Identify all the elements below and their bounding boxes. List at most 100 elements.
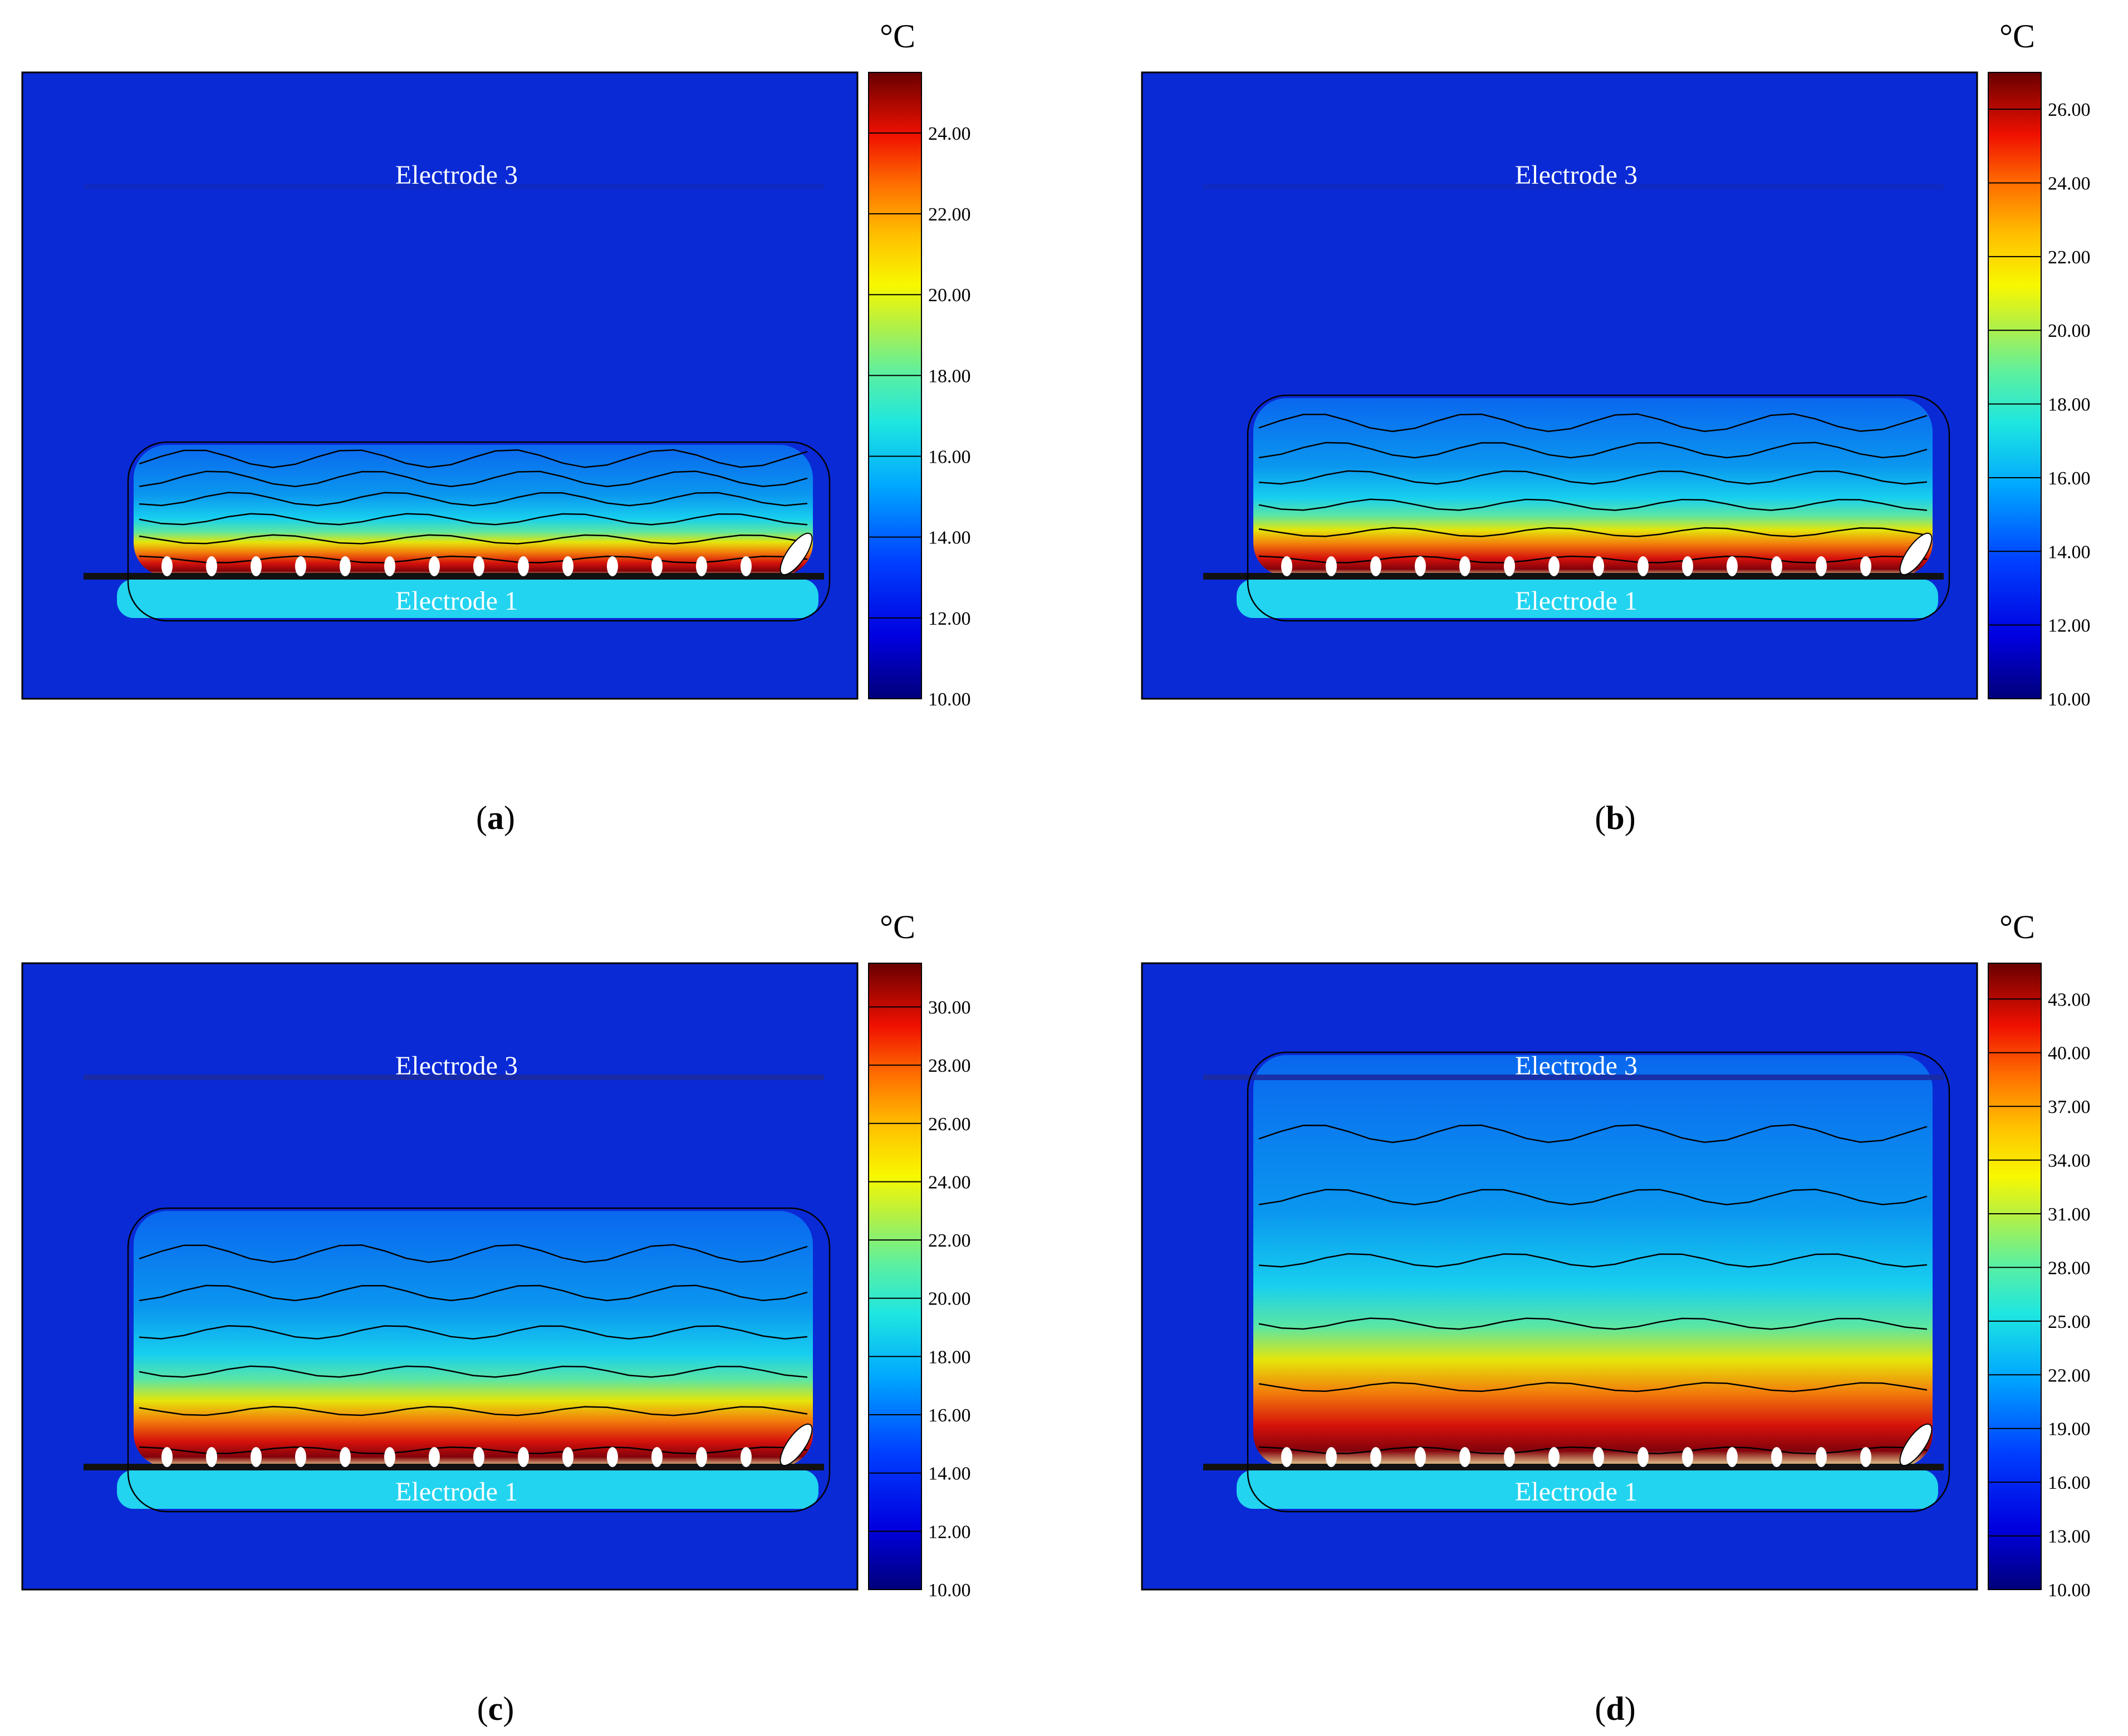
hot-spot [1860, 556, 1871, 576]
colorbar-tick-label: 22.00 [2048, 247, 2091, 268]
map-frame [21, 962, 859, 1591]
colorbar-tick-label: 16.00 [928, 447, 971, 468]
hot-spot [429, 1447, 440, 1467]
isotherm-outer [1247, 1051, 1950, 1513]
panel-c: Electrode 3 Electrode 1 °C 10.00 12.00 14.00… [0, 891, 1064, 1736]
colorbar-tick-label: 26.00 [2048, 100, 2091, 120]
hot-spot [1415, 1447, 1426, 1467]
isotherm-line [1258, 1253, 1928, 1268]
hot-spot [651, 556, 663, 576]
hot-spot [1281, 556, 1292, 576]
isotherm-line [1258, 1446, 1928, 1455]
colorbar-tick-label: 19.00 [2048, 1419, 2091, 1440]
colorbar-scale [868, 963, 922, 1590]
caption-c: (c) [477, 1690, 514, 1727]
electrode-bottom-bar [1203, 573, 1944, 580]
colorbar-tick-label: 30.00 [928, 997, 971, 1018]
map-frame [1141, 71, 1978, 700]
colorbar-unit: °C [1999, 909, 2035, 945]
hot-spot [251, 556, 262, 576]
heated-region [1253, 398, 1933, 576]
colorbar-tick-label: 26.00 [928, 1114, 971, 1135]
colorbar-tick-label: 16.00 [928, 1405, 971, 1426]
heated-region [134, 445, 813, 576]
colorbar-tick-label: 14.00 [2048, 542, 2091, 562]
heated-region [1253, 1055, 1933, 1467]
hot-spot [1370, 1447, 1381, 1467]
colorbar-tick-label: 18.00 [2048, 395, 2091, 415]
electrode-bottom-bar [84, 1464, 824, 1470]
temperature-map-c: Electrode 3 Electrode 1 [21, 962, 859, 1591]
electrode-top-bar [84, 184, 824, 189]
panel-b: Electrode 3 Electrode 1 °C 10.00 12.00 14.00… [1120, 0, 2128, 868]
electrode-bottom-zone [1237, 1470, 1938, 1509]
hot-spot [518, 1447, 529, 1467]
hot-spot [1771, 556, 1782, 576]
hot-spot [1860, 1447, 1871, 1467]
isotherm-line [1258, 470, 1928, 485]
colorbar-tick-label: 14.00 [928, 528, 971, 548]
hot-spot [1727, 1447, 1738, 1467]
map-frame [1141, 962, 1978, 1591]
colorbar-tick-label: 40.00 [2048, 1043, 2091, 1064]
colorbar-tick-label: 24.00 [928, 124, 971, 144]
colorbar-tick-label: 13.00 [2048, 1527, 2091, 1547]
hot-spot [741, 556, 752, 576]
hot-spot [429, 556, 440, 576]
isotherm-outer [127, 1207, 831, 1513]
hot-spot [562, 1447, 573, 1467]
electrode-1-label: Electrode 1 [395, 586, 518, 616]
hot-spot [1548, 556, 1560, 576]
hot-spot [1326, 556, 1337, 576]
colorbar-tick-label: 34.00 [2048, 1151, 2091, 1171]
hot-spot [1637, 556, 1649, 576]
hot-spot [1459, 556, 1470, 576]
colorbar-tick-label: 20.00 [928, 1289, 971, 1310]
isotherm-outer [1247, 394, 1950, 622]
hot-spot [1593, 1447, 1604, 1467]
hot-spot [161, 556, 173, 576]
isotherm-line [1258, 413, 1928, 433]
electrode-1-label: Electrode 1 [1515, 586, 1637, 616]
isotherm-line [1258, 442, 1928, 459]
corner-hot-spot [779, 1423, 813, 1467]
temperature-map-d: Electrode 3 Electrode 1 [1141, 962, 1978, 1591]
colorbar-tick-label: 16.00 [2048, 468, 2091, 489]
hot-spot [161, 1447, 173, 1467]
colorbar-unit: °C [880, 909, 915, 945]
colorbar-tick-label: 28.00 [2048, 1258, 2091, 1278]
colorbar-unit: °C [880, 18, 915, 55]
isotherm-line [139, 555, 808, 564]
colorbar-tick-label: 22.00 [928, 204, 971, 225]
isotherm-line [1258, 527, 1928, 537]
hot-spot [1504, 556, 1515, 576]
electrode-1-label: Electrode 1 [395, 1477, 518, 1507]
isotherm-line [1258, 1189, 1928, 1205]
colorbar-tick-label: 12.00 [2048, 616, 2091, 636]
hot-spot [1504, 1447, 1515, 1467]
hot-spot [1593, 556, 1604, 576]
colorbar-tick-label: 12.00 [928, 1522, 971, 1542]
hot-spot [206, 556, 217, 576]
isotherm-line [1258, 555, 1928, 564]
hot-spot [473, 1447, 484, 1467]
hot-spot [206, 1447, 217, 1467]
colorbar-tick-label: 24.00 [2048, 174, 2091, 194]
colorbar-tick-label: 10.00 [2048, 689, 2091, 710]
electrode-top-bar [1203, 1075, 1944, 1080]
colorbar-tick-label: 24.00 [928, 1172, 971, 1193]
colorbar-tick-label: 31.00 [2048, 1204, 2091, 1225]
isotherm-line [139, 1365, 808, 1378]
isotherm-line [139, 534, 808, 545]
isotherm-line [139, 492, 808, 507]
colorbar-tick-label: 37.00 [2048, 1097, 2091, 1117]
isotherm-line [1258, 1124, 1928, 1144]
isotherm-line [1258, 498, 1928, 511]
hot-spot [384, 1447, 395, 1467]
hot-spot [1548, 1447, 1560, 1467]
colorbar-scale [1988, 963, 2042, 1590]
hot-spot [562, 556, 573, 576]
hot-spot [251, 1447, 262, 1467]
caption-a: (a) [476, 800, 515, 836]
colorbar-tick-label: 43.00 [2048, 989, 2091, 1010]
